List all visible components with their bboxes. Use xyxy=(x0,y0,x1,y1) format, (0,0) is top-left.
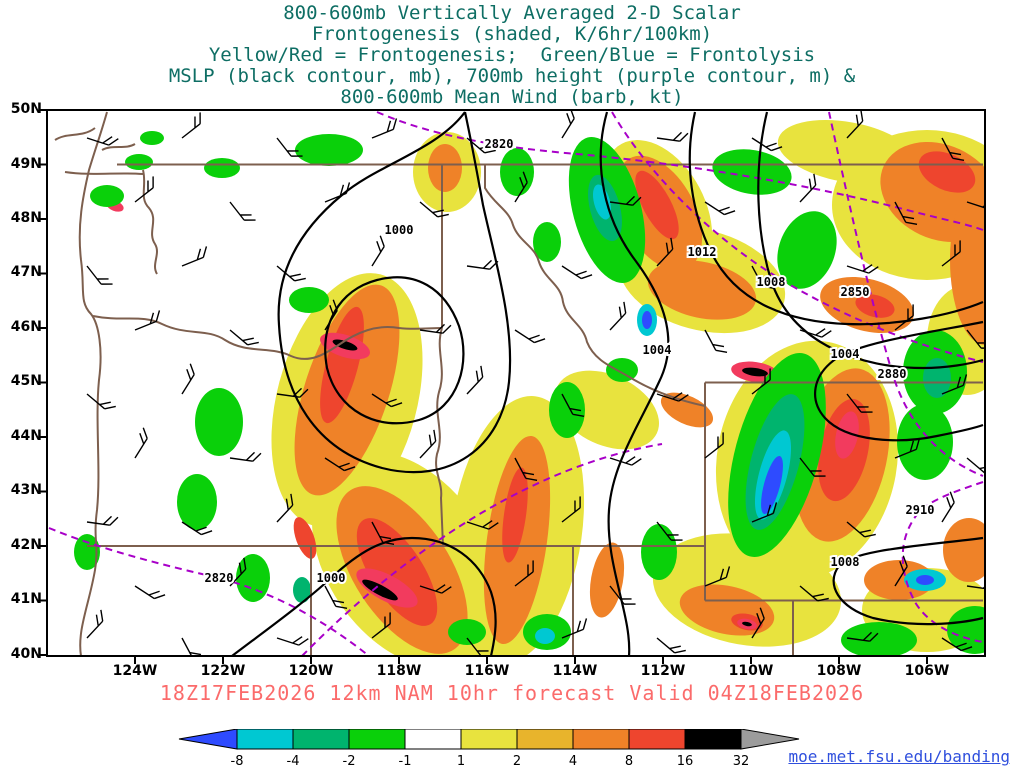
forecast-valid-line: 18Z17FEB2026 12km NAM 10hr forecast Vali… xyxy=(159,681,865,705)
lon-tick-label: 116W xyxy=(464,663,510,679)
lat-tick-label: 48N xyxy=(10,210,42,226)
lon-tick-label: 112W xyxy=(640,663,686,679)
contour-label: 1008 xyxy=(831,555,860,569)
colorbar-level: 32 xyxy=(733,754,750,768)
contour-label: 1012 xyxy=(688,245,717,259)
contour-label: 2850 xyxy=(841,285,870,299)
colorbar-left-arrow xyxy=(178,729,238,750)
lat-tick-label: 45N xyxy=(10,373,42,389)
lat-tick-label: 49N xyxy=(10,156,42,172)
lat-tick-label: 46N xyxy=(10,319,42,335)
colorbar-right-arrow xyxy=(740,729,800,750)
lon-tick-label: 108W xyxy=(816,663,862,679)
axis-ticks xyxy=(39,109,928,664)
lat-tick-label: 44N xyxy=(10,428,42,444)
colorbar-level: -1 xyxy=(399,754,412,768)
colorbar-level: 1 xyxy=(457,754,465,768)
colorbar-level: -4 xyxy=(287,754,300,768)
contour-label: 2820 xyxy=(205,571,234,585)
chart-title: 800-600mb Vertically Averaged 2-D Scalar… xyxy=(0,3,1024,108)
colorbar-level: 16 xyxy=(677,754,694,768)
island-coast xyxy=(54,127,136,151)
contour-label: 1004 xyxy=(831,347,860,361)
contour-label: 1008 xyxy=(757,275,786,289)
title-line-1: 800-600mb Vertically Averaged 2-D Scalar xyxy=(283,2,741,24)
map-canvas: 1000 2820 1012 1008 2850 1004 1004 2880 … xyxy=(39,109,986,664)
title-line-5: 800-600mb Mean Wind (barb, kt) xyxy=(340,86,684,108)
mslp-contours xyxy=(231,111,984,656)
title-line-2: Frontogenesis (shaded, K/6hr/100km) xyxy=(311,23,713,45)
lon-tick-label: 122W xyxy=(200,663,246,679)
border-columbia xyxy=(92,315,443,360)
lat-tick-label: 41N xyxy=(10,591,42,607)
lat-tick-label: 43N xyxy=(10,482,42,498)
lat-tick-label: 42N xyxy=(10,537,42,553)
lat-tick-label: 47N xyxy=(10,264,42,280)
colorbar-level: 8 xyxy=(625,754,633,768)
lon-tick-label: 106W xyxy=(904,663,950,679)
lat-tick-label: 50N xyxy=(10,101,42,117)
colorbar-level: -8 xyxy=(231,754,244,768)
colorbar-level: 2 xyxy=(513,754,521,768)
lon-tick-label: 114W xyxy=(552,663,598,679)
colorbar-level: 4 xyxy=(569,754,577,768)
contour-label: 1004 xyxy=(643,343,672,357)
contour-label: 1000 xyxy=(317,571,346,585)
border-wyoming xyxy=(704,381,983,602)
title-line-3: Yellow/Red = Frontogenesis; Green/Blue =… xyxy=(208,44,816,66)
coastline xyxy=(78,111,108,656)
border-snake xyxy=(435,327,444,547)
strait xyxy=(64,171,144,175)
lon-tick-label: 124W xyxy=(112,663,158,679)
colorbar: -8 -4 -2 -1 1 2 4 8 16 32 xyxy=(178,729,800,768)
state-borders xyxy=(54,111,983,656)
border-id-mt xyxy=(484,164,706,407)
contour-label: 2880 xyxy=(878,367,907,381)
contour-label: 2910 xyxy=(906,503,935,517)
contour-label: 2820 xyxy=(485,137,514,151)
colorbar-labels: -8 -4 -2 -1 1 2 4 8 16 32 xyxy=(231,754,750,768)
lon-tick-label: 110W xyxy=(728,663,774,679)
colorbar-level: -2 xyxy=(343,754,356,768)
title-line-4: MSLP (black contour, mb), 700mb height (… xyxy=(168,65,856,87)
contour-labels: 1000 2820 1012 1008 2850 1004 1004 2880 … xyxy=(203,135,937,587)
lon-tick-label: 118W xyxy=(376,663,422,679)
credit-link[interactable]: moe.met.fsu.edu/banding xyxy=(788,747,1010,766)
contour-label: 1000 xyxy=(385,223,414,237)
lat-tick-label: 40N xyxy=(10,646,42,662)
lon-tick-label: 120W xyxy=(288,663,334,679)
puget-sound xyxy=(142,169,158,275)
